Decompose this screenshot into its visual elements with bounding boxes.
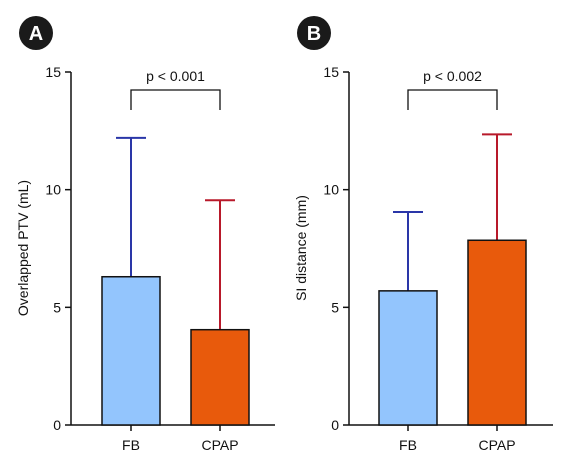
p1-bar-fb (378, 290, 438, 426)
p1-y-axis-title: SI distance (mm) (293, 195, 309, 301)
p1-category-label: CPAP (478, 437, 515, 453)
p0-category-label: CPAP (201, 437, 238, 453)
p1-y-tick-label: 5 (331, 299, 339, 315)
panel-a-badge (19, 16, 53, 50)
p0-bar-fb (101, 275, 161, 426)
panel-b-letter: B (307, 23, 321, 45)
p1-bar-cpap (467, 239, 527, 426)
p0-significance-bracket (130, 89, 221, 110)
p1-y-tick-label: 0 (331, 417, 339, 433)
p1-y-tick-label: 15 (323, 64, 339, 80)
panel-a: A 0 5 10 15 Overlapped PTV (mL) FB CPAP p < 0.0… (15, 16, 275, 453)
panel-b-badge (297, 16, 331, 50)
p1-category-label: FB (399, 437, 417, 453)
p1-y-tick-label: 10 (323, 182, 339, 198)
p0-y-tick-label: 5 (53, 299, 61, 315)
panel-b: B 0 5 10 15 SI distance (mm) FB CPAP p < 0.002 (293, 16, 553, 453)
p0-y-tick-label: 10 (45, 182, 61, 198)
p1-significance-bracket (407, 89, 498, 110)
panel-b-plot: 0 5 10 15 SI distance (mm) FB CPAP p < 0.002 (293, 64, 553, 453)
p0-y-tick-label: 0 (53, 417, 61, 433)
p0-bar-cpap (190, 328, 250, 426)
p0-y-axis-title: Overlapped PTV (mL) (15, 180, 31, 316)
p0-y-tick-label: 15 (45, 64, 61, 80)
p0-significance-label: p < 0.001 (146, 68, 205, 84)
panel-a-plot: 0 5 10 15 Overlapped PTV (mL) FB CPAP p < 0.001 (15, 64, 275, 453)
p1-significance-label: p < 0.002 (423, 68, 482, 84)
panel-a-letter: A (29, 23, 43, 45)
p0-category-label: FB (122, 437, 140, 453)
